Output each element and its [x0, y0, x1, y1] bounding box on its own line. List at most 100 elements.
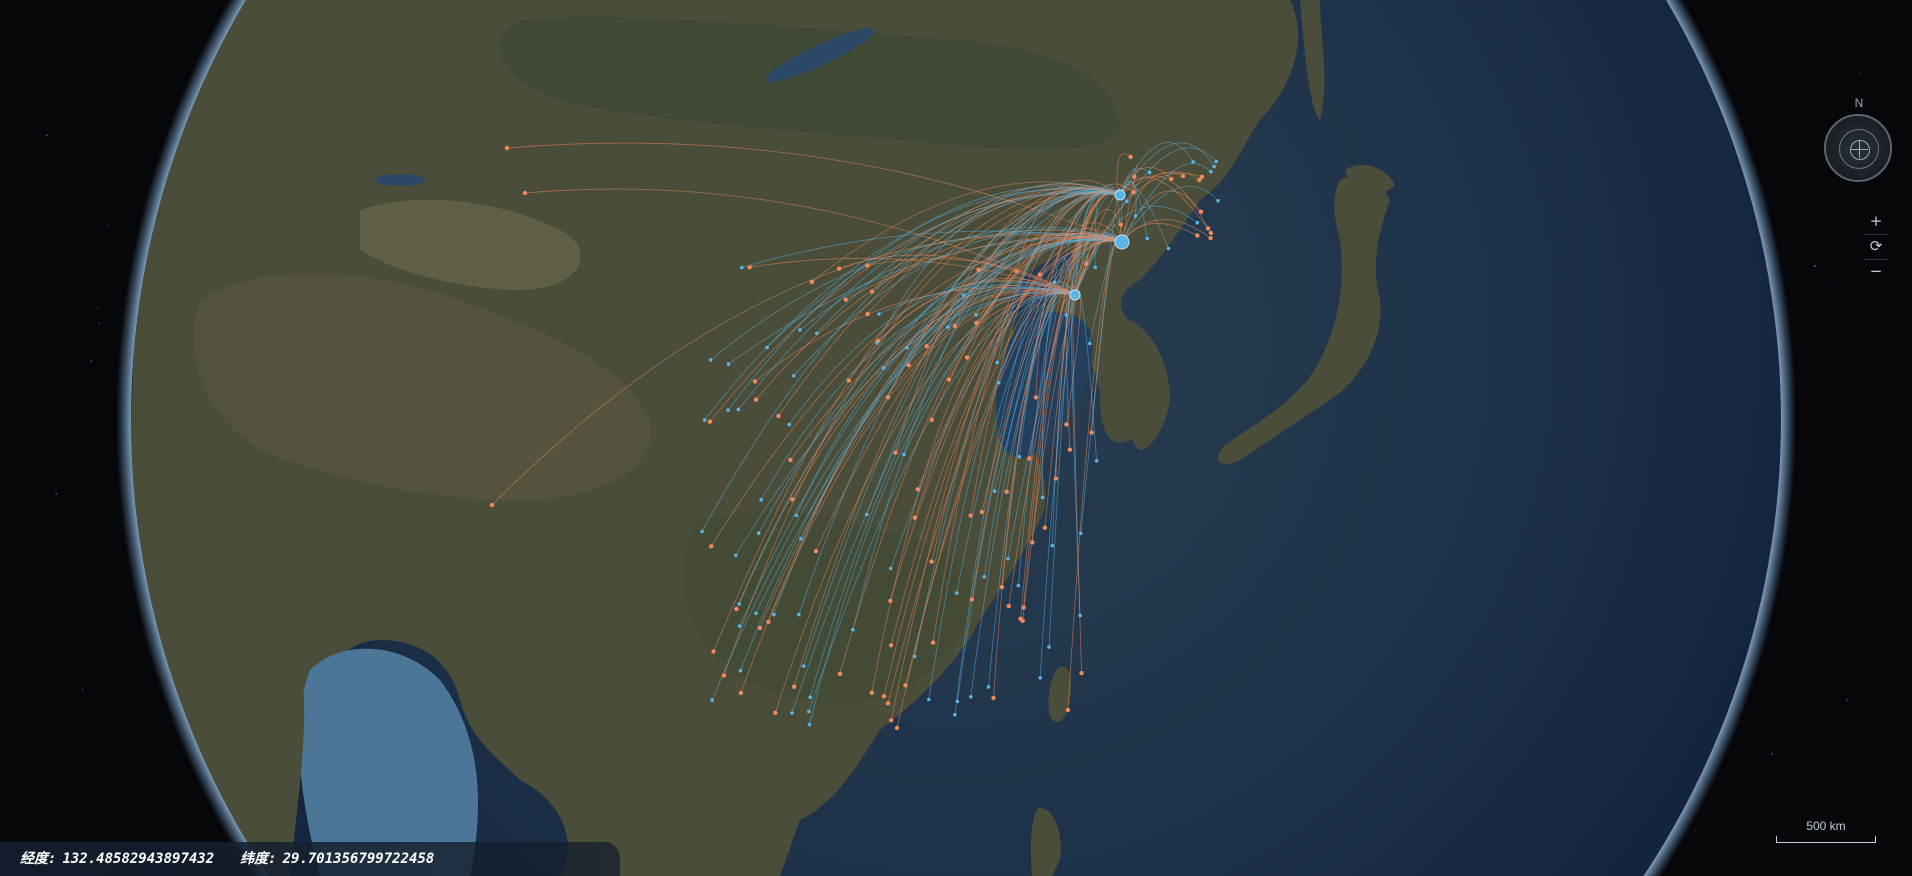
flow-line — [799, 226, 1123, 331]
flow-point — [1212, 164, 1216, 169]
flow-point — [1047, 645, 1051, 649]
flow-point — [790, 711, 794, 715]
flow-point — [1064, 422, 1069, 427]
star — [45, 134, 48, 137]
flow-point — [747, 265, 752, 270]
flow-point — [912, 654, 917, 659]
flow-point — [915, 487, 920, 492]
flow-point — [877, 312, 881, 316]
longitude-value: 132.48582943897432 — [62, 851, 215, 867]
flow-line — [737, 187, 1121, 410]
flow-point — [1050, 543, 1055, 548]
flow-point — [1017, 455, 1022, 459]
terrain-plateau — [193, 273, 652, 500]
flow-point — [1033, 395, 1039, 400]
flow-point — [1197, 177, 1202, 183]
flow-line — [988, 293, 1076, 688]
flow-point — [995, 360, 999, 365]
zoom-controls: + ⟳ − — [1864, 210, 1888, 284]
flow-line — [905, 240, 1123, 686]
flow-point — [1006, 603, 1011, 609]
coordinate-status-bar: 经度: 132.48582943897432 纬度: 29.7013567997224… — [0, 842, 620, 876]
flow-point — [905, 346, 909, 350]
star — [36, 270, 38, 273]
flow-line — [506, 142, 1123, 243]
flow-point — [1065, 707, 1071, 713]
star — [155, 125, 157, 127]
flow-point — [813, 548, 819, 554]
flow-point — [906, 362, 911, 368]
flow-point — [903, 683, 908, 688]
flow-point — [924, 343, 929, 349]
flow-line — [723, 192, 1121, 676]
compass-crosshair-v — [1859, 140, 1860, 158]
flow-line — [1119, 171, 1200, 196]
flow-point — [955, 699, 960, 704]
flow-line — [1119, 175, 1209, 229]
flow-point — [885, 701, 891, 706]
reset-view-button[interactable]: ⟳ — [1864, 234, 1888, 259]
flow-line — [1080, 187, 1121, 534]
flow-line — [491, 234, 1123, 506]
compass-ring[interactable] — [1824, 114, 1892, 182]
flow-point — [1079, 531, 1083, 536]
zoom-out-button[interactable]: − — [1864, 259, 1888, 284]
latitude-label: 纬度: — [240, 851, 277, 867]
flow-line — [1074, 224, 1123, 296]
flow-point — [1195, 220, 1200, 225]
flow-point — [1004, 489, 1009, 494]
flow-line — [793, 192, 1121, 687]
flow-point — [759, 497, 763, 502]
compass-center-icon[interactable] — [1850, 140, 1870, 160]
star — [98, 322, 100, 324]
flow-point — [765, 345, 769, 350]
flow-lines — [491, 142, 1219, 729]
flow-point — [1125, 199, 1129, 203]
flow-point — [1064, 313, 1069, 317]
flow-point — [885, 395, 891, 400]
flow-point — [1214, 159, 1218, 164]
flow-point — [1052, 280, 1057, 285]
flow-point — [1030, 540, 1035, 545]
flow-point — [881, 694, 887, 699]
flow-point — [881, 366, 886, 370]
flow-point — [1208, 230, 1214, 236]
flow-line — [1074, 172, 1203, 296]
compass[interactable]: N — [1818, 96, 1900, 186]
land-hokkaido — [1345, 165, 1395, 195]
flow-point — [979, 509, 984, 515]
flow-line — [1074, 147, 1217, 296]
flow-point — [773, 710, 778, 715]
flow-point — [964, 355, 970, 360]
star — [147, 771, 148, 773]
zoom-in-button[interactable]: + — [1869, 212, 1883, 230]
flow-point — [799, 536, 803, 541]
flow-point — [766, 619, 771, 625]
flow-point — [753, 397, 759, 402]
flow-point — [889, 718, 894, 723]
flow-line — [1052, 187, 1121, 546]
flow-points — [489, 145, 1220, 731]
flow-point — [1006, 556, 1010, 561]
flow-point — [801, 664, 806, 668]
flow-line — [768, 292, 1076, 623]
flow-line — [932, 190, 1121, 643]
flow-point — [792, 374, 796, 378]
flow-point — [974, 312, 978, 317]
flow-point — [1020, 618, 1025, 623]
flow-point — [930, 640, 936, 645]
longitude-label: 经度: — [20, 851, 57, 867]
flow-point — [1079, 670, 1084, 676]
flow-point — [757, 625, 763, 631]
star — [1815, 1, 1817, 3]
star — [1814, 264, 1816, 267]
flow-point — [522, 190, 528, 196]
flow-line — [741, 230, 1123, 268]
flow-point — [837, 266, 842, 271]
flow-point — [1209, 169, 1213, 174]
flow-line — [1074, 205, 1198, 296]
star — [134, 141, 136, 142]
flow-point — [794, 513, 799, 518]
flow-point — [776, 413, 781, 419]
